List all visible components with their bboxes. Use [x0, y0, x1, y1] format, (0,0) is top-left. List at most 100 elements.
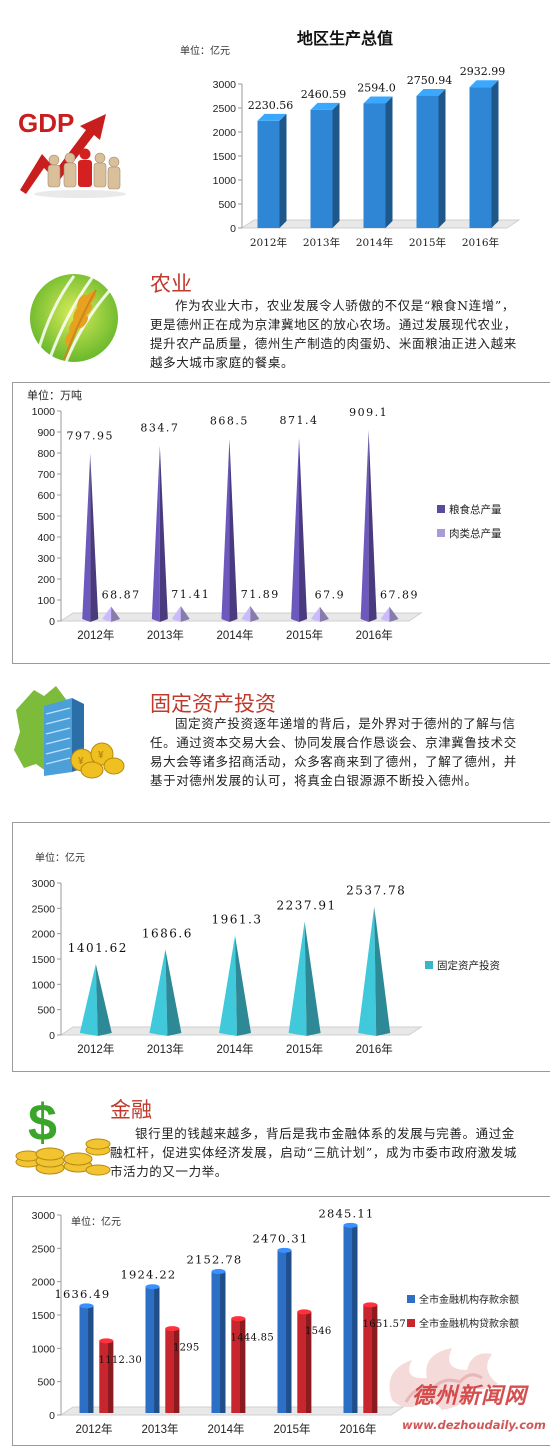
investment-cone-right	[165, 949, 182, 1036]
series1-cone-left	[171, 606, 181, 622]
investment-cone-left	[219, 935, 237, 1036]
gdp-bar	[363, 103, 386, 228]
legend-label: 粮食总产量	[449, 503, 502, 516]
y-tick-label: 2500	[32, 903, 56, 915]
x-tick-label: 2014年	[216, 1042, 253, 1056]
y-tick-label: 3000	[32, 1210, 56, 1222]
legend-swatch	[407, 1295, 415, 1303]
gdp-bar-side	[279, 113, 287, 228]
x-tick-label: 2013年	[303, 236, 340, 249]
x-tick-label: 2014年	[356, 236, 393, 249]
invest-chart-panel: 单位：亿元 0 500 1000 1500 2000 2500 3000 2012年 2013年 2…	[12, 822, 550, 1072]
x-tick-label: 2014年	[207, 1422, 244, 1436]
series0-bar-top	[79, 1303, 94, 1309]
finance-icon-wrap: $	[14, 1090, 114, 1176]
series1-value-label: 1295	[173, 1343, 200, 1354]
series0-cone-left	[82, 453, 91, 622]
series0-value-label: 909.1	[349, 406, 388, 419]
series1-value-label: 71.41	[171, 588, 210, 601]
y-tick-label: 100	[37, 595, 55, 607]
series1-value-label: 67.9	[315, 589, 346, 602]
series0-cone-left	[360, 430, 369, 622]
agri-chart-panel: 单位：万吨 0 100 200 300 400 500 600 700 800 900 1000 201…	[12, 382, 550, 664]
investment-cone-right	[95, 963, 112, 1036]
investment-value-label: 1961.3	[212, 913, 263, 927]
invest-icon-wrap: ¥ ¥	[10, 680, 128, 780]
series0-value-label: 2152.78	[186, 1252, 242, 1266]
series1-value-label: 71.89	[241, 588, 280, 601]
series1-bar-top	[363, 1302, 378, 1308]
y-tick-label: 2000	[213, 127, 237, 139]
x-tick-label: 2015年	[286, 628, 323, 642]
watermark-url: www.dezhoudaily.com	[402, 1418, 546, 1432]
y-tick-label: 700	[37, 469, 55, 481]
x-tick-label: 2013年	[147, 628, 184, 642]
wheat-icon	[30, 274, 118, 363]
series1-cone-right	[111, 606, 121, 622]
agri-chart: 单位：万吨 0 100 200 300 400 500 600 700 800 900 1000 201…	[27, 388, 502, 642]
svg-text:¥: ¥	[98, 750, 104, 761]
y-tick-label: 500	[37, 1377, 55, 1389]
x-tick-label: 2013年	[147, 1042, 184, 1056]
finance-body: 银行里的钱越来越多，背后是我市金融体系的发展与完善。通过金融杠杆，促进实体经济发…	[110, 1126, 517, 1179]
series0-value-label: 834.7	[140, 422, 179, 435]
y-tick-label: 1000	[32, 406, 56, 418]
investment-cone-left	[79, 963, 98, 1036]
gdp-bar-top	[310, 102, 340, 110]
gdp-icon: GDP	[14, 90, 132, 205]
finance-title: 金融	[110, 1098, 152, 1122]
series1-cone-left	[380, 606, 390, 622]
investment-cone-right	[374, 906, 391, 1036]
series1-cone-left	[310, 606, 320, 622]
agri-icon-wrap	[20, 268, 128, 368]
dollar-coins-icon: $	[15, 1094, 111, 1176]
gdp-icon-text: GDP	[18, 108, 74, 138]
y-axis-unit: 单位：亿元	[180, 44, 230, 57]
series1-value-label: 1444.85	[231, 1333, 274, 1344]
series1-bar-shade	[173, 1328, 180, 1413]
investment-value-label: 1686.6	[142, 927, 193, 941]
y-tick-label: 2500	[213, 103, 237, 115]
finance-chart: 单位：亿元 0 500 1000 1500 2000 2500 3000 2012年 2013年 2…	[32, 1206, 519, 1436]
y-tick-label: 200	[37, 574, 55, 586]
series0-bar-top	[211, 1268, 226, 1274]
series0-value-label: 871.4	[280, 414, 319, 427]
y-tick-label: 800	[37, 448, 55, 460]
invest-title: 固定资产投资	[150, 692, 276, 716]
y-tick-label: 3000	[213, 79, 237, 91]
y-tick-label: 0	[49, 616, 55, 628]
investment-cone-left	[358, 906, 377, 1036]
legend-label: 全市金融机构贷款余额	[419, 1317, 519, 1330]
series1-cone-right	[319, 606, 329, 622]
x-tick-label: 2015年	[273, 1422, 310, 1436]
agri-title: 农业	[150, 272, 192, 296]
series0-bar-shade	[88, 1305, 94, 1413]
series0-cone-right	[368, 430, 377, 622]
gdp-value-label: 2594.0	[357, 81, 396, 94]
series1-value-label: 67.89	[380, 589, 419, 602]
agri-body: 作为农业大市，农业发展令人骄傲的不仅是“粮食N连增”，更是德州正在成为京津冀地区…	[150, 298, 517, 370]
series1-bar-top	[165, 1326, 180, 1332]
y-axis-unit: 单位：亿元	[71, 1215, 121, 1228]
series0-bar-shade	[286, 1250, 292, 1413]
series0-cone-right	[159, 445, 168, 622]
investment-cone-right	[235, 935, 251, 1036]
gdp-bar-side	[332, 102, 340, 228]
y-tick-label: 0	[49, 1030, 55, 1042]
x-tick-label: 2016年	[356, 628, 393, 642]
y-tick-label: 400	[37, 532, 55, 544]
gdp-value-label: 2932.99	[460, 65, 506, 78]
legend-label: 固定资产投资	[437, 959, 500, 972]
investment-value-label: 1401.62	[68, 941, 128, 955]
watermark-logo: 德州新闻网 www.dezhoudaily.com	[372, 1340, 550, 1445]
series0-bar-shade	[352, 1225, 358, 1413]
y-tick-label: 500	[37, 1005, 55, 1017]
gdp-bar-top	[363, 96, 393, 104]
y-tick-label: 1000	[32, 1343, 56, 1355]
gdp-bar-side	[438, 88, 446, 228]
invest-chart: 单位：亿元 0 500 1000 1500 2000 2500 3000 2012年 2013年 2…	[32, 851, 500, 1056]
x-tick-label: 2015年	[409, 236, 446, 249]
investment-cone-left	[288, 921, 307, 1036]
series0-bar-top	[343, 1222, 358, 1228]
legend-swatch	[407, 1319, 415, 1327]
